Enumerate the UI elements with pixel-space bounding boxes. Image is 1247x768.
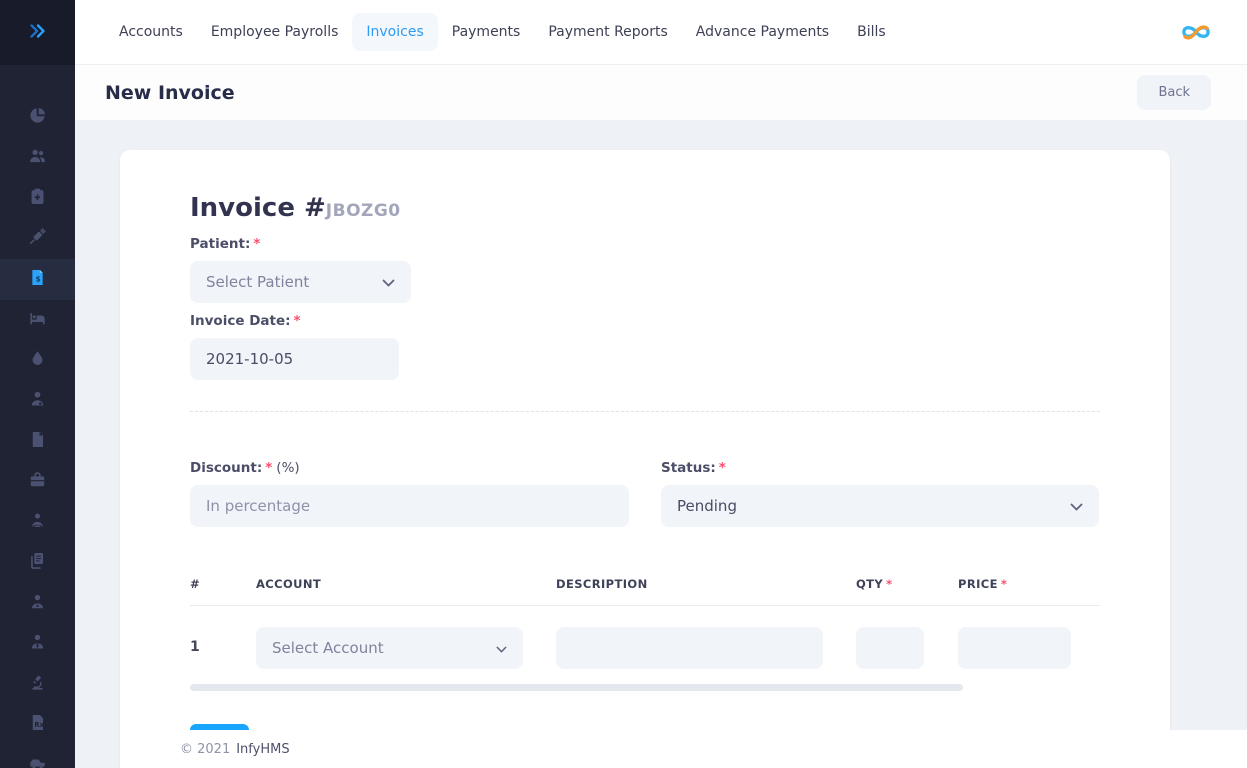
brand-name: InfyHMS	[236, 741, 290, 757]
tab-invoices[interactable]: Invoices	[352, 13, 438, 51]
tab-bills[interactable]: Bills	[857, 24, 886, 40]
page-title: New Invoice	[105, 81, 235, 104]
tab-payment-reports[interactable]: Payment Reports	[548, 24, 668, 40]
status-label: Status: *	[661, 460, 726, 476]
invoice-dollar-icon: $	[28, 268, 47, 291]
invoice-card: Invoice #JBOZG0 Patient: * Select Patient…	[120, 150, 1170, 768]
sidebar-item-reports[interactable]	[0, 543, 75, 584]
sidebar-item-vaccination[interactable]	[0, 219, 75, 260]
infinity-logo	[1175, 16, 1217, 48]
invoice-heading: Invoice #JBOZG0	[190, 193, 1100, 226]
discount-label: Discount: * (%)	[190, 460, 300, 476]
col-header-price: PRICE *	[958, 577, 1008, 591]
invoice-date-label: Invoice Date: *	[190, 313, 301, 329]
sidebar-item-staff[interactable]	[0, 624, 75, 665]
section-divider	[190, 411, 1100, 412]
copyright-text: © 2021	[180, 741, 231, 757]
sidebar-item-medical-records[interactable]	[0, 178, 75, 219]
sidebar-item-doctors[interactable]	[0, 381, 75, 422]
account-select-value: Select Account	[272, 639, 384, 657]
sidebar-item-case-managers[interactable]	[0, 583, 75, 624]
horizontal-scrollbar[interactable]	[190, 684, 963, 691]
top-navigation: Accounts Employee Payrolls Invoices Paym…	[105, 13, 1175, 51]
sidebar: $ Rx	[0, 0, 75, 768]
chevrons-right-icon	[27, 20, 49, 46]
sidebar-item-receptionist[interactable]	[0, 502, 75, 543]
pie-chart-icon	[28, 106, 47, 129]
clipboard-medical-icon	[28, 187, 47, 210]
col-header-qty: QTY *	[856, 577, 893, 591]
required-mark: *	[253, 236, 261, 252]
back-button[interactable]: Back	[1137, 75, 1211, 110]
sidebar-item-patients[interactable]	[0, 138, 75, 179]
required-mark: *	[293, 313, 301, 329]
invoice-code: JBOZG0	[325, 201, 401, 221]
sidebar-item-prescriptions[interactable]: Rx	[0, 705, 75, 746]
prescription-icon: Rx	[28, 713, 47, 736]
invoice-heading-prefix: Invoice #	[190, 193, 326, 223]
sidebar-item-pathology[interactable]	[0, 664, 75, 705]
tab-payments[interactable]: Payments	[451, 24, 521, 40]
col-header-description: DESCRIPTION	[556, 577, 648, 591]
document-icon	[28, 430, 47, 453]
tab-accounts[interactable]: Accounts	[119, 24, 183, 40]
col-header-index: #	[190, 577, 201, 591]
person-badge-icon	[28, 592, 47, 615]
sidebar-item-bed-management[interactable]	[0, 300, 75, 341]
bed-icon	[28, 308, 47, 331]
sidebar-item-ambulance[interactable]	[0, 745, 75, 768]
status-select-value: Pending	[677, 497, 737, 515]
tab-employee-payrolls[interactable]: Employee Payrolls	[210, 24, 339, 40]
sidebar-item-dashboard[interactable]	[0, 97, 75, 138]
chevron-down-icon	[1070, 497, 1083, 515]
person-call-icon	[28, 511, 47, 534]
sidebar-item-documents[interactable]	[0, 421, 75, 462]
case-icon	[28, 470, 47, 493]
required-mark: *	[718, 460, 726, 476]
invoice-date-input[interactable]	[190, 338, 399, 380]
content-area: Invoice #JBOZG0 Patient: * Select Patient…	[75, 120, 1247, 768]
description-input[interactable]	[556, 627, 823, 669]
account-select[interactable]: Select Account	[256, 627, 523, 669]
sidebar-nav: $ Rx	[0, 65, 75, 768]
discount-input[interactable]	[190, 485, 629, 527]
table-row: 1 Select Account	[190, 606, 1100, 669]
blood-drop-icon	[28, 349, 47, 372]
svg-text:$: $	[35, 274, 40, 283]
required-mark: *	[1000, 577, 1008, 591]
discount-suffix: (%)	[276, 460, 300, 476]
page-header: New Invoice Back	[75, 65, 1247, 120]
patient-label: Patient: *	[190, 236, 261, 252]
chevron-down-icon	[496, 639, 507, 657]
staff-tie-icon	[28, 632, 47, 655]
svg-text:Rx: Rx	[34, 721, 44, 729]
patient-select[interactable]: Select Patient	[190, 261, 411, 303]
sidebar-item-billing[interactable]: $	[0, 259, 75, 300]
price-input[interactable]	[958, 627, 1071, 669]
main-area: Accounts Employee Payrolls Invoices Paym…	[75, 0, 1247, 768]
row-index: 1	[190, 639, 200, 655]
col-header-account: ACCOUNT	[256, 577, 322, 591]
sidebar-item-blood-bank[interactable]	[0, 340, 75, 381]
doctor-icon	[28, 389, 47, 412]
sidebar-toggle-button[interactable]	[0, 0, 75, 65]
invoice-items-table: # ACCOUNT DESCRIPTION QTY * PRICE * 1 Sele…	[190, 577, 1100, 669]
documents-icon	[28, 551, 47, 574]
users-icon	[28, 146, 47, 169]
syringe-icon	[28, 227, 47, 250]
ambulance-icon	[28, 754, 47, 768]
sidebar-item-inventory[interactable]	[0, 462, 75, 503]
topbar: Accounts Employee Payrolls Invoices Paym…	[75, 0, 1247, 65]
status-select[interactable]: Pending	[661, 485, 1099, 527]
required-mark: *	[265, 460, 273, 476]
qty-input[interactable]	[856, 627, 924, 669]
microscope-icon	[28, 673, 47, 696]
required-mark: *	[886, 577, 893, 591]
patient-select-value: Select Patient	[206, 273, 310, 291]
items-table-header: # ACCOUNT DESCRIPTION QTY * PRICE *	[190, 577, 1100, 606]
chevron-down-icon	[382, 273, 395, 291]
footer: © 2021 InfyHMS	[150, 730, 1247, 768]
tab-advance-payments[interactable]: Advance Payments	[695, 24, 830, 40]
